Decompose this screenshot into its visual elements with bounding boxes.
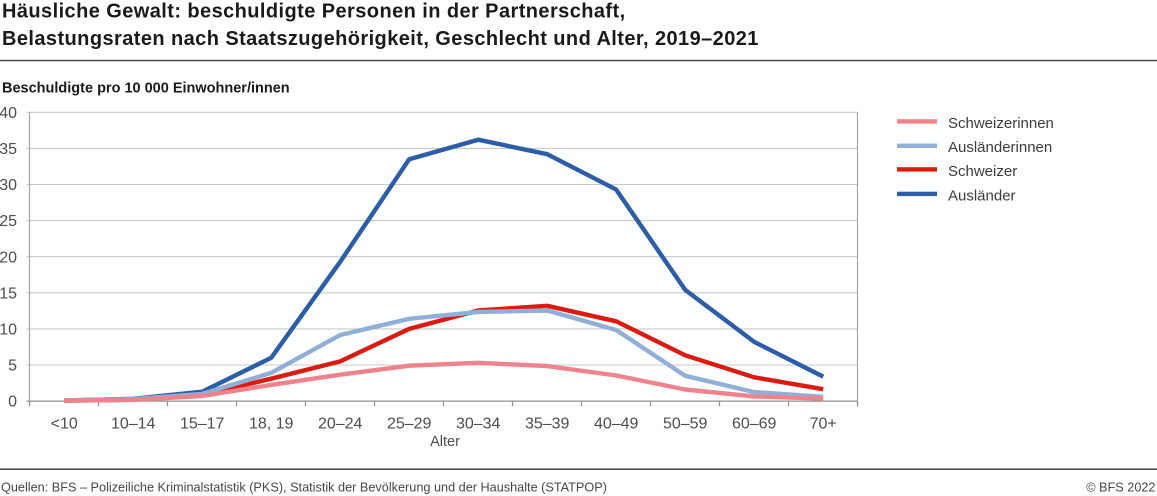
svg-text:Ausländerinnen: Ausländerinnen bbox=[948, 139, 1052, 156]
svg-text:35–39: 35–39 bbox=[525, 415, 570, 432]
svg-text:Belastungsraten nach Staatszug: Belastungsraten nach Staatszugehörigkeit… bbox=[2, 28, 759, 50]
svg-text:Schweizerinnen: Schweizerinnen bbox=[948, 115, 1054, 132]
svg-text:35: 35 bbox=[0, 141, 17, 158]
svg-text:30: 30 bbox=[0, 177, 17, 194]
svg-text:50–59: 50–59 bbox=[663, 415, 708, 432]
svg-text:20: 20 bbox=[0, 249, 17, 266]
svg-text:10–14: 10–14 bbox=[111, 415, 156, 432]
svg-text:0: 0 bbox=[8, 394, 17, 411]
svg-text:40: 40 bbox=[0, 105, 17, 122]
svg-text:18, 19: 18, 19 bbox=[249, 415, 294, 432]
svg-text:Quellen: BFS – Polizeiliche Kr: Quellen: BFS – Polizeiliche Kriminalstat… bbox=[1, 481, 607, 495]
svg-text:25: 25 bbox=[0, 213, 17, 230]
svg-text:Häusliche Gewalt: beschuldigte: Häusliche Gewalt: beschuldigte Personen … bbox=[2, 0, 626, 22]
svg-text:40–49: 40–49 bbox=[594, 415, 639, 432]
svg-text:Schweizer: Schweizer bbox=[948, 163, 1017, 180]
svg-text:Alter: Alter bbox=[430, 434, 460, 450]
svg-text:© BFS 2022: © BFS 2022 bbox=[1086, 481, 1155, 495]
svg-text:70+: 70+ bbox=[810, 415, 837, 432]
svg-text:15–17: 15–17 bbox=[180, 415, 225, 432]
svg-text:20–24: 20–24 bbox=[318, 415, 363, 432]
svg-text:30–34: 30–34 bbox=[456, 415, 501, 432]
svg-text:25–29: 25–29 bbox=[387, 415, 432, 432]
svg-text:15: 15 bbox=[0, 285, 17, 302]
svg-text:5: 5 bbox=[8, 358, 17, 375]
svg-text:60–69: 60–69 bbox=[732, 415, 777, 432]
svg-text:Ausländer: Ausländer bbox=[948, 187, 1016, 204]
svg-text:<10: <10 bbox=[51, 415, 78, 432]
svg-text:10: 10 bbox=[0, 322, 17, 339]
svg-text:Beschuldigte pro 10 000 Einwoh: Beschuldigte pro 10 000 Einwohner/innen bbox=[2, 81, 290, 97]
